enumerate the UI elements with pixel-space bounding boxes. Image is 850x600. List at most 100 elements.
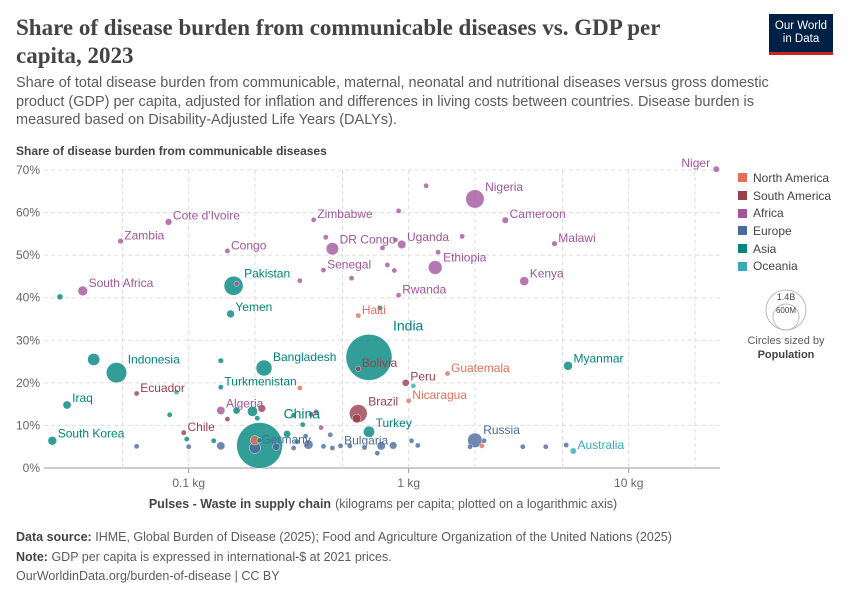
data-point[interactable]: [320, 443, 327, 450]
data-point[interactable]: [465, 189, 485, 209]
data-point[interactable]: [467, 443, 473, 450]
data-point[interactable]: [352, 414, 362, 424]
data-point[interactable]: [290, 412, 297, 419]
data-point[interactable]: [384, 262, 391, 268]
data-point[interactable]: [395, 208, 402, 214]
data-point[interactable]: [348, 275, 355, 281]
data-point[interactable]: [297, 277, 303, 284]
data-point[interactable]: [405, 397, 412, 404]
data-point[interactable]: [185, 443, 192, 450]
data-point[interactable]: [392, 237, 399, 243]
data-point[interactable]: [337, 443, 344, 449]
data-point[interactable]: [322, 234, 329, 241]
data-point[interactable]: [283, 430, 291, 438]
data-point[interactable]: [133, 390, 140, 397]
data-point[interactable]: [501, 216, 509, 224]
data-point[interactable]: [435, 249, 441, 255]
data-point[interactable]: [297, 385, 303, 391]
data-point[interactable]: [355, 312, 362, 319]
data-point[interactable]: [318, 424, 324, 431]
data-point[interactable]: [257, 404, 266, 413]
data-point[interactable]: [180, 429, 187, 436]
legend-item[interactable]: North America: [738, 169, 831, 187]
data-point[interactable]: [408, 437, 415, 444]
data-point[interactable]: [173, 389, 180, 396]
data-point[interactable]: [303, 439, 314, 450]
data-point[interactable]: [56, 293, 64, 301]
data-point[interactable]: [210, 437, 217, 444]
data-point[interactable]: [376, 441, 386, 451]
data-point[interactable]: [410, 383, 417, 389]
data-point[interactable]: [224, 248, 231, 254]
data-point[interactable]: [217, 357, 224, 364]
data-point[interactable]: [428, 260, 443, 275]
data-point[interactable]: [133, 443, 140, 450]
legend-item[interactable]: Asia: [738, 240, 831, 258]
legend-item[interactable]: Oceania: [738, 257, 831, 275]
data-point[interactable]: [374, 450, 381, 456]
data-point[interactable]: [325, 242, 339, 256]
data-point[interactable]: [391, 267, 398, 274]
data-point[interactable]: [218, 384, 224, 390]
data-point[interactable]: [216, 406, 226, 415]
data-point[interactable]: [255, 359, 273, 377]
data-point[interactable]: [310, 217, 317, 223]
data-point[interactable]: [256, 437, 263, 444]
legend-item[interactable]: Europe: [738, 222, 831, 240]
data-point[interactable]: [361, 444, 368, 451]
data-point[interactable]: [254, 415, 261, 421]
data-point[interactable]: [379, 245, 386, 251]
data-point[interactable]: [363, 425, 375, 438]
data-point[interactable]: [299, 421, 306, 428]
data-point[interactable]: [166, 411, 173, 418]
data-point[interactable]: [226, 309, 235, 318]
data-point[interactable]: [414, 442, 421, 449]
data-point[interactable]: [247, 406, 258, 417]
data-point[interactable]: [551, 240, 558, 247]
data-point[interactable]: [233, 280, 240, 287]
data-point[interactable]: [459, 233, 465, 240]
data-point[interactable]: [543, 443, 549, 450]
data-point[interactable]: [519, 276, 529, 286]
legend-item[interactable]: Africa: [738, 204, 831, 222]
data-point[interactable]: [327, 431, 334, 438]
data-point[interactable]: [117, 238, 124, 245]
data-point[interactable]: [395, 292, 402, 298]
data-point[interactable]: [313, 409, 320, 415]
data-point[interactable]: [377, 305, 383, 311]
data-point[interactable]: [320, 267, 327, 273]
data-point[interactable]: [302, 433, 309, 439]
data-point[interactable]: [397, 240, 407, 249]
data-point[interactable]: [223, 276, 244, 296]
data-point[interactable]: [402, 379, 410, 387]
data-point[interactable]: [232, 406, 241, 415]
data-point[interactable]: [481, 437, 487, 444]
data-point[interactable]: [106, 362, 127, 384]
data-point[interactable]: [308, 411, 314, 418]
data-point[interactable]: [290, 445, 297, 451]
data-point[interactable]: [224, 416, 231, 422]
data-point[interactable]: [329, 445, 336, 451]
data-point[interactable]: [423, 182, 429, 189]
data-point[interactable]: [183, 436, 190, 442]
owid-logo[interactable]: Our World in Data: [769, 14, 833, 55]
data-point[interactable]: [389, 441, 398, 450]
data-point[interactable]: [272, 442, 281, 451]
data-point[interactable]: [293, 438, 300, 445]
data-point[interactable]: [563, 361, 573, 371]
legend-item[interactable]: South America: [738, 187, 831, 205]
data-point[interactable]: [164, 218, 173, 226]
data-point[interactable]: [479, 443, 485, 449]
data-point[interactable]: [347, 443, 353, 449]
source-url-link[interactable]: OurWorldinData.org/burden-of-disease: [16, 569, 232, 583]
data-point[interactable]: [47, 436, 57, 446]
data-point[interactable]: [444, 370, 451, 377]
data-point[interactable]: [355, 366, 362, 372]
data-point[interactable]: [519, 443, 526, 450]
data-point[interactable]: [569, 447, 577, 455]
data-point[interactable]: [77, 285, 88, 296]
data-point[interactable]: [712, 165, 720, 173]
data-point[interactable]: [87, 353, 100, 366]
data-point[interactable]: [62, 400, 72, 410]
data-point[interactable]: [563, 442, 570, 448]
